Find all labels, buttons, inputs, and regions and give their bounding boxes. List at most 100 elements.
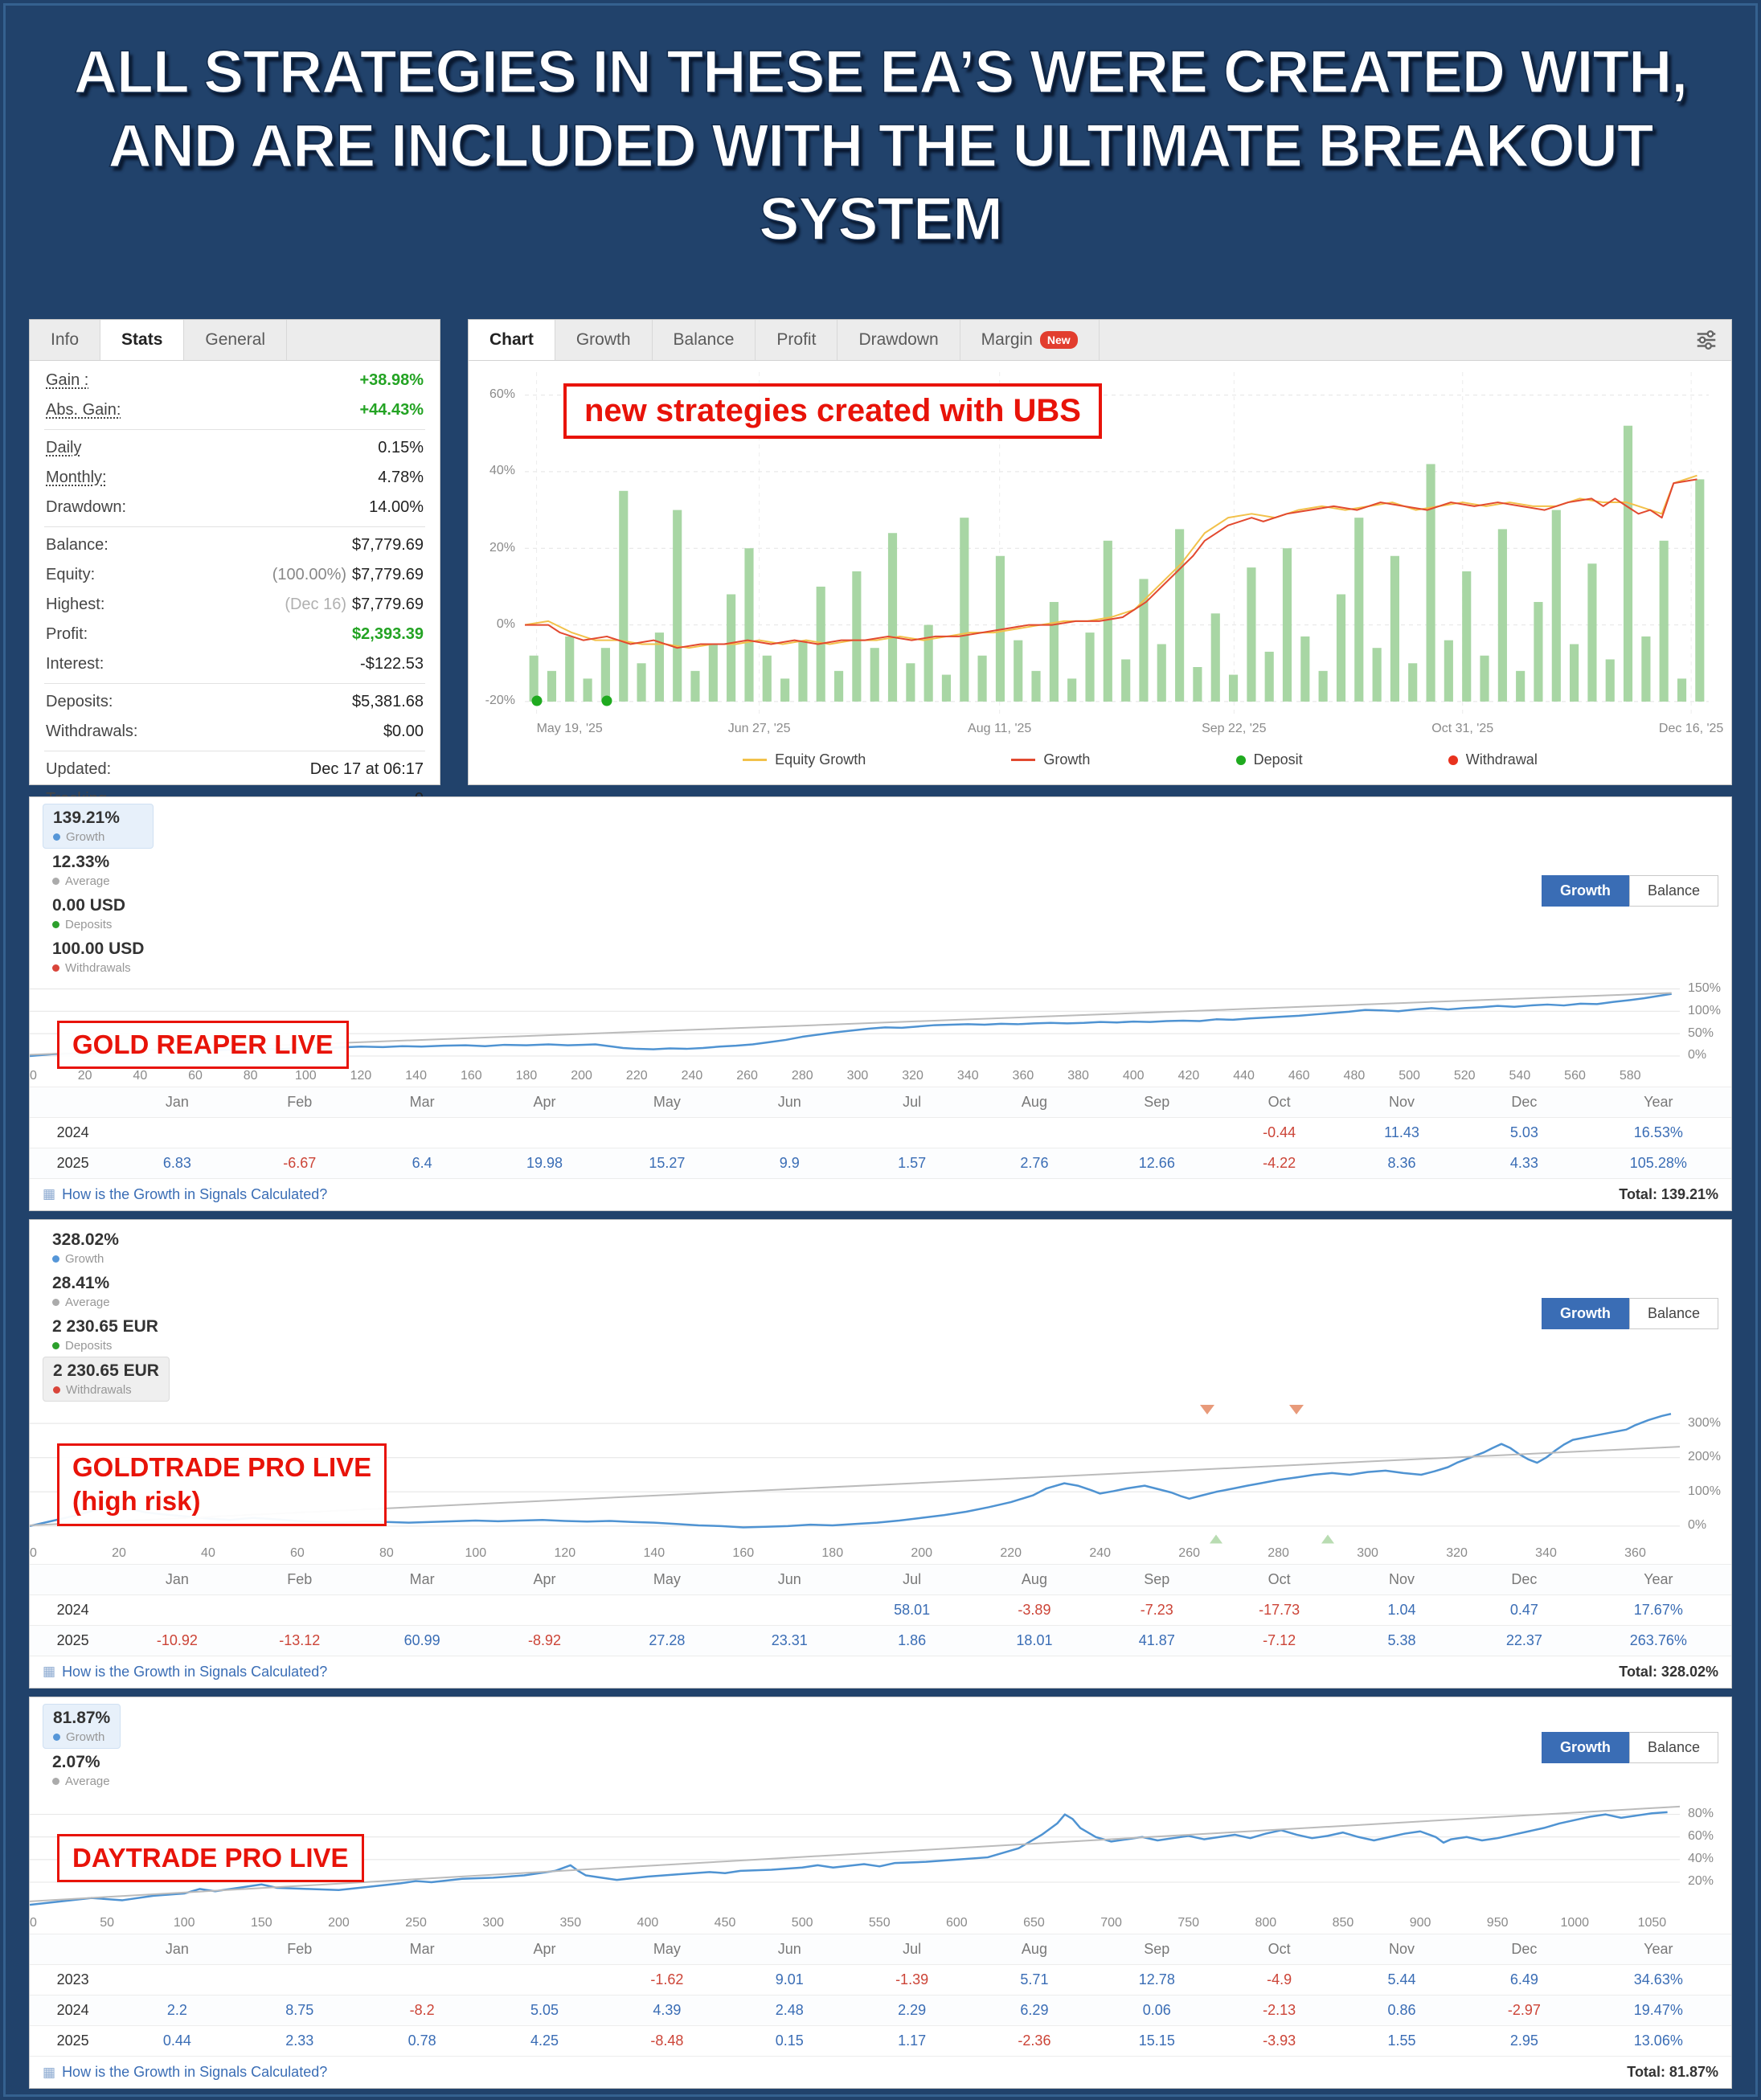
stat-dot — [52, 1777, 59, 1785]
x-axis-label: 350 — [559, 1916, 582, 1930]
balance-button[interactable]: Balance — [1628, 1732, 1718, 1763]
account-chart-panel: Chart Growth Balance Profit Drawdown Margin Ne… — [468, 318, 1732, 785]
stat-label[interactable]: Abs. Gain: — [46, 400, 121, 419]
x-axis-label: 80 — [243, 1068, 258, 1083]
growth-chart[interactable]: GOLD REAPER LIVE — [30, 985, 1680, 1070]
growth-calc-link[interactable]: ▦ How is the Growth in Signals Calculated… — [43, 1663, 328, 1680]
y-axis-label: 200% — [1688, 1450, 1721, 1464]
tab-info[interactable]: Info — [30, 319, 101, 360]
month-value: -8.48 — [605, 2025, 729, 2056]
x-axis-label: 0 — [30, 1916, 37, 1930]
stat-row: Withdrawals: $0.00 — [44, 717, 425, 747]
signal-widget-gold-reaper: 139.21% Growth 12.33% Average 0.00 USD Deposi… — [29, 796, 1732, 1211]
growth-button[interactable]: Growth — [1541, 1298, 1629, 1329]
stat-growth: 328.02% Growth — [43, 1226, 170, 1270]
month-header: Jun — [728, 1934, 851, 1965]
month-value — [605, 1594, 729, 1625]
chart-legend: Equity Growth Growth Deposit Withdrawal — [469, 741, 1731, 784]
growth-button[interactable]: Growth — [1541, 875, 1629, 907]
month-value: 58.01 — [850, 1594, 973, 1625]
account-growth-chart[interactable]: new strategies created with UBS — [525, 372, 1709, 717]
deposit-marker — [601, 695, 612, 706]
x-axis-label: 560 — [1564, 1068, 1586, 1083]
tab-general[interactable]: General — [184, 319, 288, 360]
stat-value: 14.00% — [369, 497, 424, 516]
growth-chart[interactable]: DAYTRADE PRO LIVE — [30, 1799, 1680, 1912]
legend-label: Growth — [1043, 751, 1091, 768]
month-value: -1.39 — [850, 1964, 973, 1996]
tab-profit[interactable]: Profit — [756, 319, 838, 360]
stat-row: Highest: (Dec 16) $7,779.69 — [44, 590, 425, 620]
month-value — [238, 1594, 361, 1625]
month-value: 4.33 — [1463, 1147, 1586, 1178]
chart-canvas — [525, 372, 1709, 717]
tab-growth[interactable]: Growth — [555, 319, 653, 360]
growth-calc-link[interactable]: ▦ How is the Growth in Signals Calculated… — [43, 1185, 328, 1202]
x-axis: 0 50 100 150 200 250 300 350 400 450 500 550 600 650 7… — [30, 1911, 1680, 1934]
stat-dot — [52, 1298, 59, 1306]
x-axis-label: Dec 16, '25 — [1658, 721, 1724, 735]
growth-button[interactable]: Growth — [1541, 1732, 1629, 1763]
tab-chart[interactable]: Chart — [469, 319, 555, 360]
balance-button[interactable]: Balance — [1628, 875, 1718, 907]
widget-view-toggle: Growth Balance — [1541, 1298, 1718, 1329]
x-axis-label: 500 — [791, 1916, 813, 1930]
month-value — [483, 1116, 606, 1148]
month-value — [483, 1594, 606, 1625]
x-axis-label: 400 — [637, 1916, 659, 1930]
x-axis-label: 200 — [328, 1916, 350, 1930]
stat-label[interactable]: Monthly: — [46, 468, 107, 486]
tab-drawdown[interactable]: Drawdown — [837, 319, 960, 360]
month-value: -2.97 — [1463, 1995, 1586, 2026]
month-header: Jan — [116, 1934, 239, 1965]
month-value: -10.92 — [116, 1624, 239, 1656]
x-axis-label: 60 — [188, 1068, 203, 1083]
stat-label: Deposits — [52, 1339, 160, 1353]
stat-label: Profit: — [46, 624, 88, 643]
y-axis: 60% 40% 20% 0% -20% — [475, 372, 525, 717]
x-axis-label: 900 — [1409, 1916, 1431, 1930]
monthly-returns-table: Jan Feb Mar Apr May Jun Jul Aug Sep Oct Nov Dec Year… — [30, 1563, 1731, 1656]
month-value: 5.38 — [1340, 1624, 1464, 1656]
month-header: Aug — [973, 1934, 1096, 1965]
growth-calc-link[interactable]: ▦ How is the Growth in Signals Calculated… — [43, 2064, 328, 2080]
month-value — [850, 1116, 973, 1148]
tab-stats[interactable]: Stats — [100, 319, 185, 360]
stat-dot — [52, 964, 59, 972]
x-axis-label: Sep 22, '25 — [1202, 721, 1267, 735]
stat-label: Average — [52, 1296, 160, 1309]
stat-label: Balance: — [46, 535, 109, 554]
stat-label[interactable]: Daily — [46, 438, 82, 456]
tab-balance[interactable]: Balance — [653, 319, 756, 360]
chart-settings-icon[interactable] — [1681, 320, 1731, 360]
growth-chart[interactable]: GOLDTRADE PRO LIVE (high risk) — [30, 1405, 1680, 1544]
month-value: 12.78 — [1096, 1964, 1218, 1996]
stat-label[interactable]: Gain : — [46, 370, 89, 389]
widget-footer: ▦ How is the Growth in Signals Calculated… — [30, 2056, 1731, 2088]
x-axis-label: 240 — [681, 1068, 703, 1083]
x-axis-label: May 19, '25 — [536, 721, 603, 735]
month-value: 8.75 — [238, 1995, 361, 2026]
month-value: -3.93 — [1218, 2025, 1341, 2056]
stat-value: 0.15% — [378, 438, 424, 456]
table-row: 2024 58.01 -3.89 -7.23 -17.73 1.04 0.47 17.67% — [30, 1594, 1731, 1625]
widget-header: 139.21% Growth 12.33% Average 0.00 USD Deposi… — [30, 797, 1731, 985]
x-axis-label: 360 — [1624, 1545, 1646, 1560]
month-value: 19.98 — [483, 1147, 606, 1178]
table-header-row: Jan Feb Mar Apr May Jun Jul Aug Sep Oct Nov Dec Year — [30, 1563, 1731, 1594]
month-header: Apr — [483, 1086, 606, 1117]
x-axis: 0 20 40 60 80 100 120 140 160 180 200 220 240 260 280 3… — [30, 1064, 1680, 1087]
month-header: Aug — [973, 1563, 1096, 1594]
tab-margin[interactable]: Margin New — [960, 319, 1100, 360]
month-header: May — [605, 1934, 729, 1965]
x-axis-label: 280 — [1268, 1545, 1289, 1560]
month-value: 0.44 — [116, 2025, 239, 2056]
month-header-spacer — [30, 1563, 117, 1594]
balance-button[interactable]: Balance — [1628, 1298, 1718, 1329]
legend-item: Growth — [1011, 751, 1090, 768]
strategy-label-line: DAYTRADE PRO LIVE — [72, 1842, 349, 1873]
month-value — [1096, 1116, 1218, 1148]
stat-value: 0.00 USD — [52, 895, 126, 915]
x-axis-label: 200 — [571, 1068, 592, 1083]
stat-row: Gain : +38.98% — [44, 366, 425, 395]
